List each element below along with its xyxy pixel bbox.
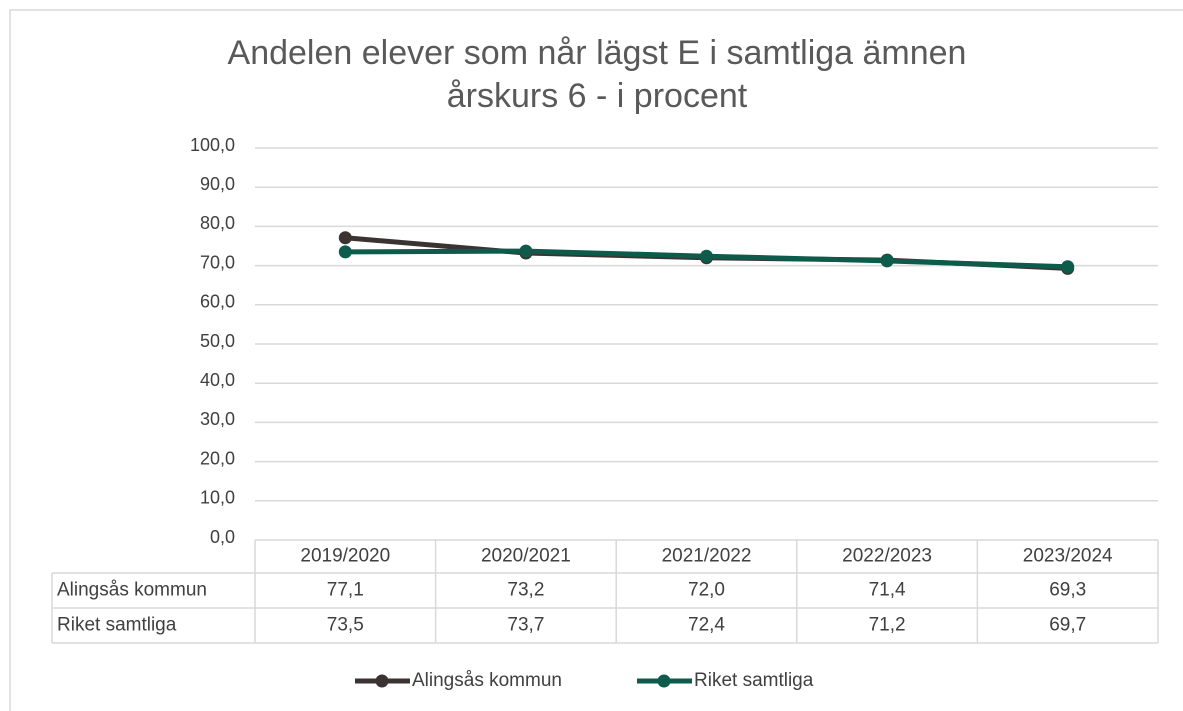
y-tick-label: 70,0 [200,252,235,272]
y-tick-label: 90,0 [200,174,235,194]
x-tick-label: 2021/2022 [662,546,752,567]
x-tick-label: 2019/2020 [300,546,390,567]
y-tick-label: 0,0 [210,527,235,547]
table-value: 72,4 [688,615,725,636]
x-tick-label: 2023/2024 [1023,546,1113,567]
data-point [880,254,894,268]
y-tick-label: 50,0 [200,331,235,351]
table-value: 69,7 [1049,615,1086,636]
table-value: 73,7 [507,615,544,636]
data-point [1061,260,1075,274]
chart-title: Andelen elever som når lägst E i samtlig… [228,34,967,72]
table-value: 73,5 [327,615,364,636]
x-tick-label: 2020/2021 [481,546,571,567]
table-value: 73,2 [507,580,544,601]
legend-marker [375,674,389,688]
y-tick-label: 60,0 [200,292,235,312]
y-tick-label: 100,0 [190,135,235,155]
legend-marker [657,674,671,688]
data-point [338,231,352,245]
table-value: 71,4 [869,580,906,601]
x-tick-label: 2022/2023 [842,546,932,567]
y-tick-label: 20,0 [200,448,235,468]
chart-title: årskurs 6 - i procent [447,77,748,115]
data-point [519,244,533,258]
table-value: 71,2 [869,615,906,636]
table-value: 72,0 [688,580,725,601]
data-point [338,245,352,259]
table-value: 69,3 [1049,580,1086,601]
legend-label: Alingsås kommun [412,670,562,691]
y-tick-label: 30,0 [200,409,235,429]
data-point [700,249,713,263]
table-row-label: Riket samtliga [57,615,177,636]
chart-frame [9,9,1183,711]
y-tick-label: 80,0 [200,213,235,233]
legend-label: Riket samtliga [694,670,814,691]
y-tick-label: 10,0 [200,488,235,508]
table-row-label: Alingsås kommun [57,580,207,601]
table-value: 77,1 [327,580,364,601]
y-tick-label: 40,0 [200,370,235,390]
